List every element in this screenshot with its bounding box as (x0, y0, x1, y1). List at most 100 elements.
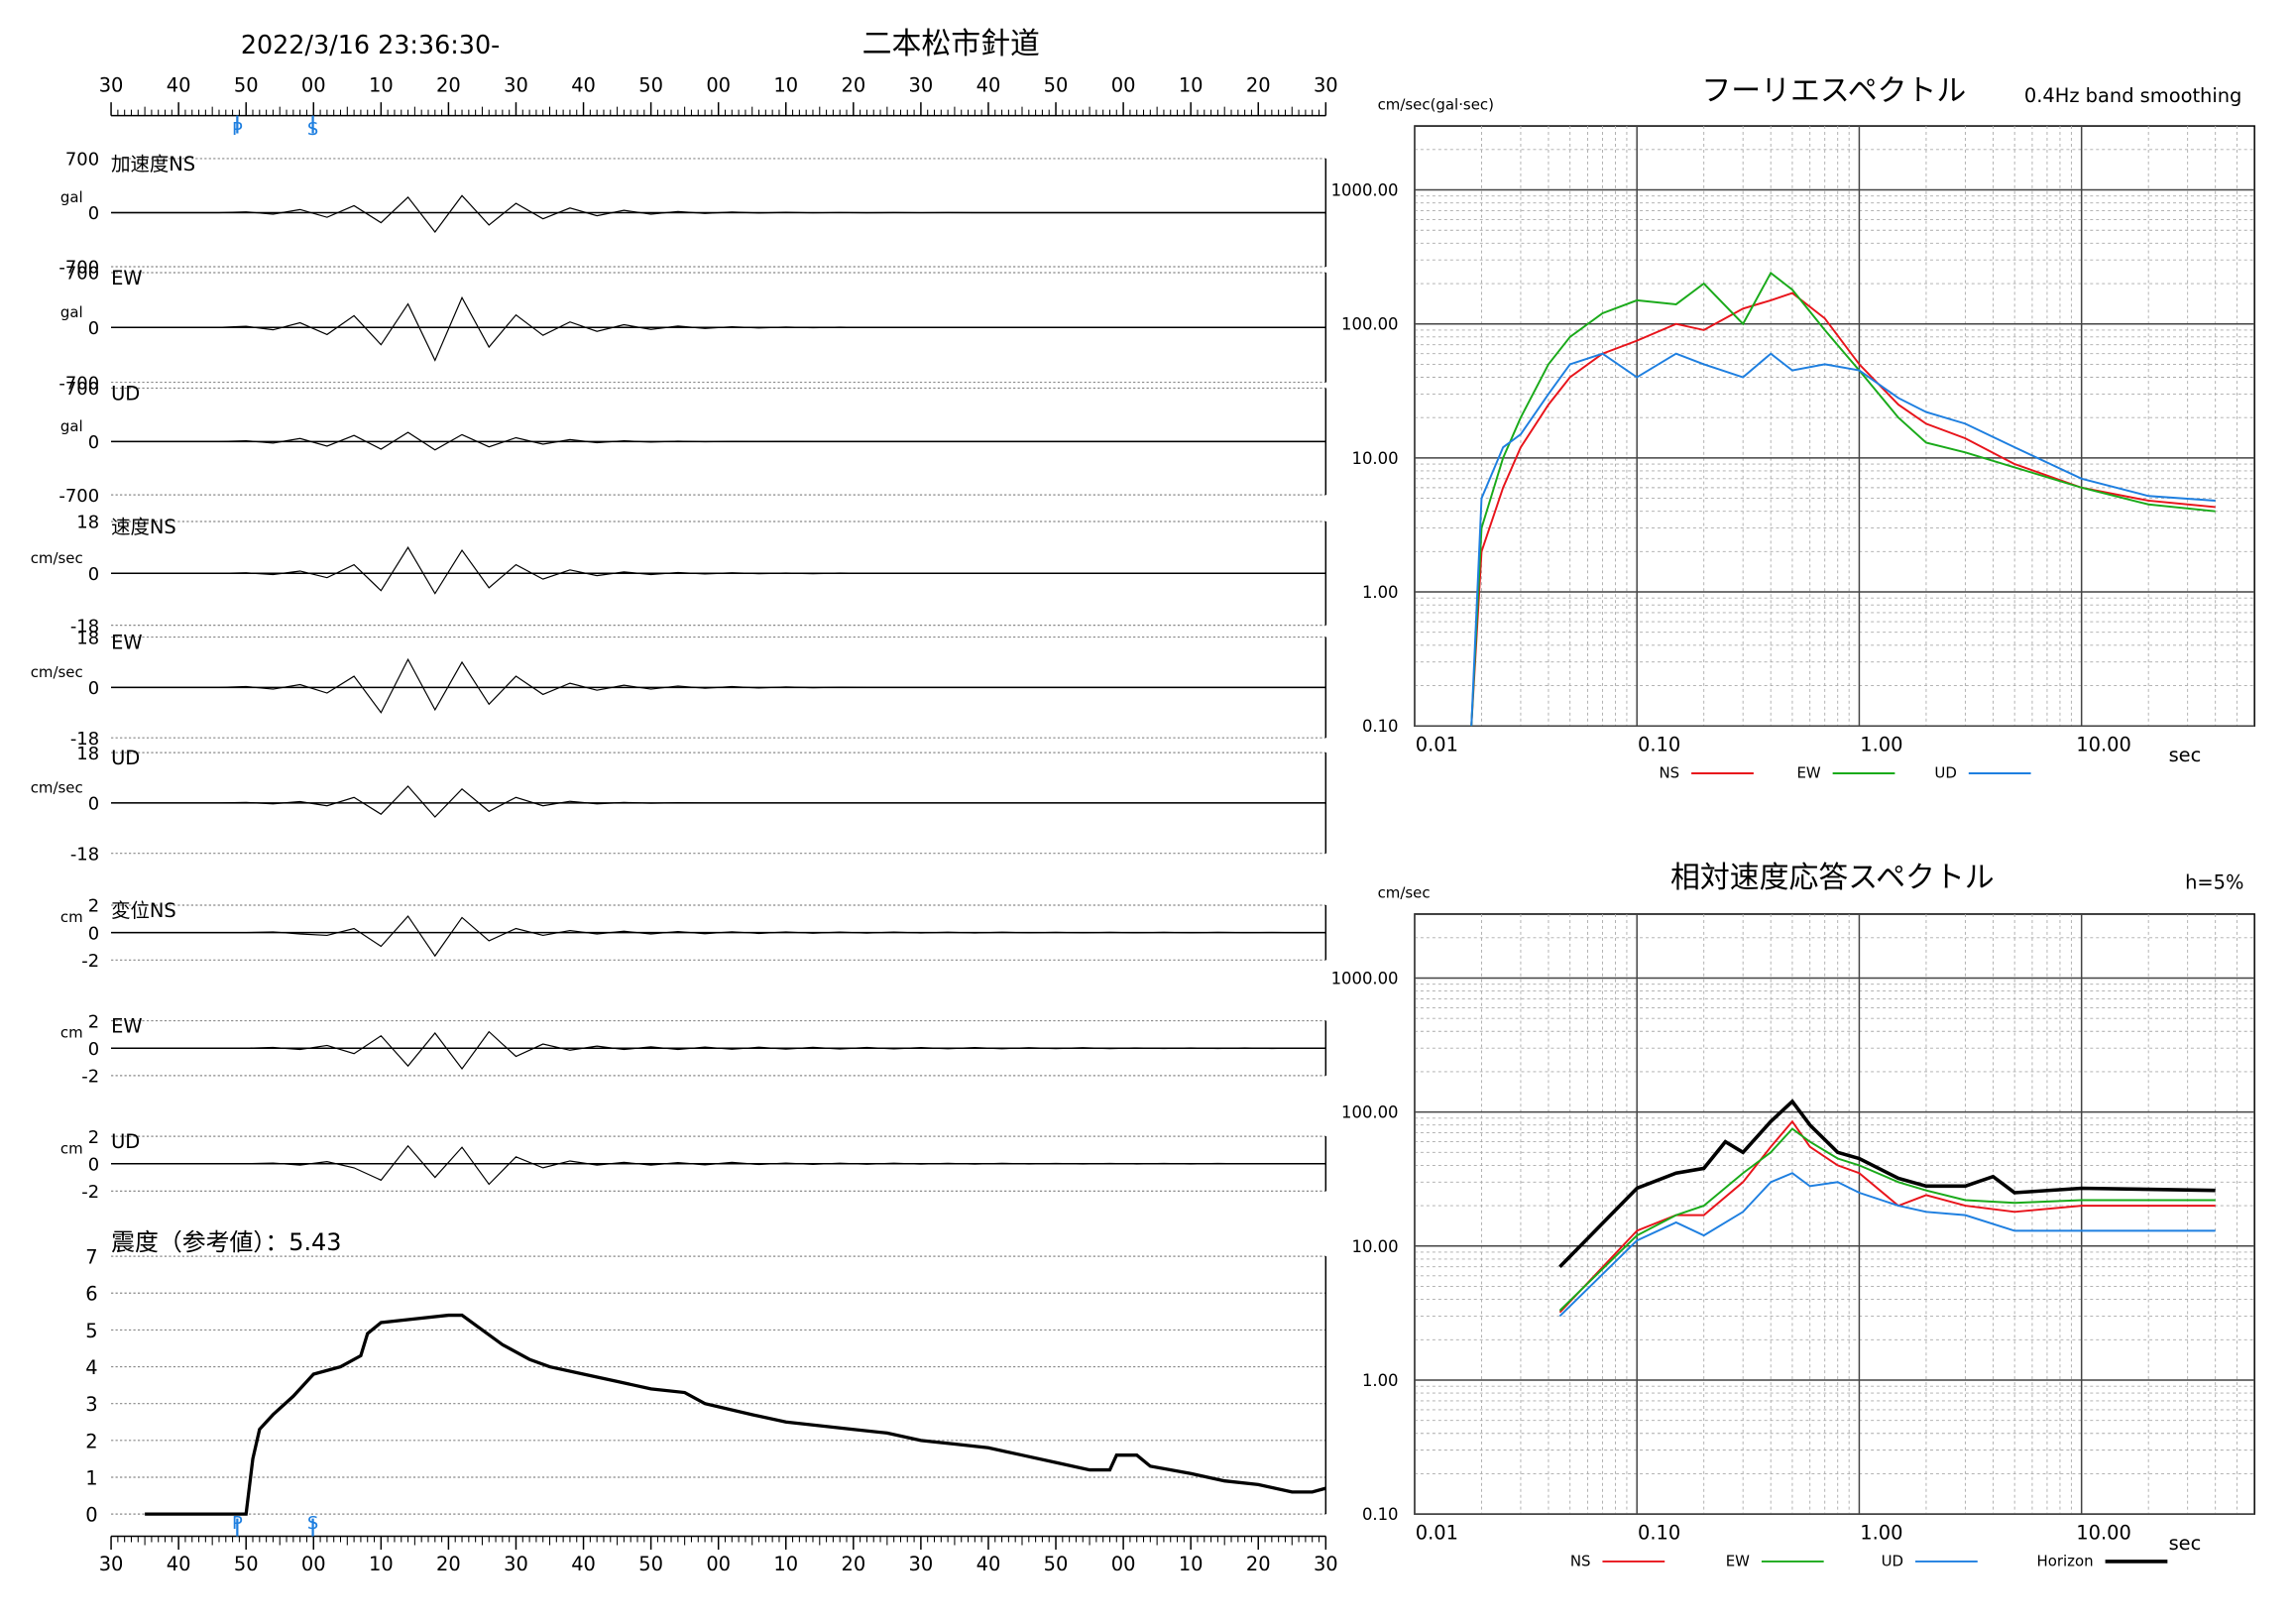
y-tick-label: 18 (76, 744, 99, 764)
time-tick-label: 50 (1044, 1553, 1069, 1575)
waveform-line (111, 194, 1326, 233)
x-tick-label: 0.01 (1416, 734, 1458, 756)
intensity-line (145, 1313, 1326, 1516)
time-tick-label: 30 (504, 1553, 528, 1575)
y-tick-label: -700 (58, 486, 99, 507)
y-tick-label: 0 (88, 1039, 99, 1060)
unit-label: cm/sec (31, 663, 83, 681)
time-tick-label: 30 (909, 74, 934, 97)
fourier-title: フーリエスペクトル (1701, 74, 1966, 109)
time-tick-label: 40 (976, 1553, 1001, 1575)
time-tick-label: 20 (1246, 74, 1271, 97)
channel-name: EW (111, 267, 142, 290)
x-tick-label: 10.00 (2076, 1522, 2131, 1545)
x-tick-label: 1.00 (1860, 734, 1902, 756)
channel-name: 速度NS (111, 516, 176, 538)
time-tick-label: 30 (909, 1553, 934, 1575)
intensity-title: 震度（参考値）：5.43 (111, 1228, 341, 1256)
spectrum-line (1470, 271, 2216, 727)
time-tick-label: 30 (1314, 74, 1338, 97)
time-tick-label: 40 (167, 74, 191, 97)
spectrum-line (1558, 1127, 2216, 1312)
response-x-label: sec (2169, 1532, 2202, 1555)
y-tick-label: 0 (88, 923, 99, 944)
x-tick-label: 0.10 (1638, 734, 1680, 756)
waveform-line (111, 785, 1326, 818)
time-tick-label: 40 (976, 74, 1001, 97)
y-tick-label: 1.00 (1362, 1371, 1399, 1390)
y-tick-label: 0 (88, 1154, 99, 1175)
time-tick-label: 10 (773, 1553, 798, 1575)
spectrum-line (1558, 1119, 2216, 1314)
y-tick-label: 5 (85, 1320, 97, 1342)
x-tick-label: 0.01 (1416, 1522, 1458, 1545)
time-tick-label: 20 (436, 1553, 461, 1575)
time-tick-label: 00 (301, 74, 326, 97)
channel-name: EW (111, 1015, 142, 1038)
time-tick-label: 00 (706, 74, 731, 97)
y-tick-label: 0.10 (1362, 1505, 1399, 1524)
unit-label: gal (60, 303, 83, 321)
unit-label: gal (60, 417, 83, 435)
unit-label: cm (60, 1024, 83, 1042)
response-y-label: cm/sec (1378, 884, 1431, 902)
y-tick-label: 100.00 (1341, 1103, 1398, 1122)
time-tick-label: 30 (1314, 1553, 1338, 1575)
time-tick-label: 50 (638, 74, 663, 97)
y-tick-label: 0 (88, 794, 99, 815)
y-tick-label: 0 (88, 678, 99, 699)
unit-label: cm (60, 1139, 83, 1157)
legend-label: NS (1570, 1552, 1591, 1569)
response-title: 相対速度応答スペクトル (1670, 861, 1995, 895)
y-tick-label: 18 (76, 513, 99, 533)
channel-name: 加速度NS (111, 153, 195, 175)
waveform-line (111, 546, 1326, 595)
y-tick-label: 0 (85, 1504, 97, 1527)
time-tick-label: 20 (436, 74, 461, 97)
channel-name: UD (111, 747, 140, 769)
unit-label: gal (60, 188, 83, 206)
waveform-line (111, 295, 1326, 362)
time-tick-label: 40 (167, 1553, 191, 1575)
channel-name: 変位NS (111, 899, 176, 922)
time-tick-label: 00 (1111, 1553, 1136, 1575)
legend-label: UD (1882, 1552, 1903, 1569)
time-tick-label: 30 (99, 1553, 124, 1575)
legend-label: Horizon (2037, 1552, 2094, 1569)
time-tick-label: 20 (841, 1553, 865, 1575)
y-tick-label: -2 (81, 1182, 99, 1203)
y-tick-label: -18 (70, 729, 99, 750)
time-tick-label: 40 (571, 1553, 596, 1575)
time-tick-label: 00 (1111, 74, 1136, 97)
y-tick-label: -18 (70, 616, 99, 637)
y-tick-label: 7 (85, 1246, 97, 1269)
y-tick-label: 18 (76, 628, 99, 648)
y-tick-label: 0 (88, 203, 99, 224)
y-tick-label: -2 (81, 951, 99, 972)
y-tick-label: 1 (85, 1466, 97, 1489)
time-tick-label: 30 (504, 74, 528, 97)
waveform-line (111, 657, 1326, 714)
time-tick-label: 00 (706, 1553, 731, 1575)
station-title: 二本松市針道 (862, 27, 1040, 61)
y-tick-label: 2 (85, 1430, 97, 1452)
y-tick-label: 0 (88, 564, 99, 585)
waveform-line (111, 1144, 1326, 1186)
y-tick-label: 1.00 (1362, 583, 1399, 602)
x-tick-label: 1.00 (1860, 1522, 1902, 1545)
y-tick-label: 2 (88, 896, 99, 917)
phase-label: P (232, 1513, 243, 1534)
waveform-line (111, 1030, 1326, 1070)
record-time: 2022/3/16 23:36:30- (241, 30, 500, 59)
y-tick-label: 0 (88, 318, 99, 339)
y-tick-label: 10.00 (1352, 1237, 1399, 1256)
time-tick-label: 10 (773, 74, 798, 97)
x-tick-label: 10.00 (2076, 734, 2131, 756)
spectrum-line (1470, 291, 2216, 727)
time-tick-label: 50 (234, 74, 259, 97)
legend-label: EW (1796, 764, 1820, 782)
time-tick-label: 10 (1179, 74, 1204, 97)
y-tick-label: 1000.00 (1331, 969, 1399, 987)
